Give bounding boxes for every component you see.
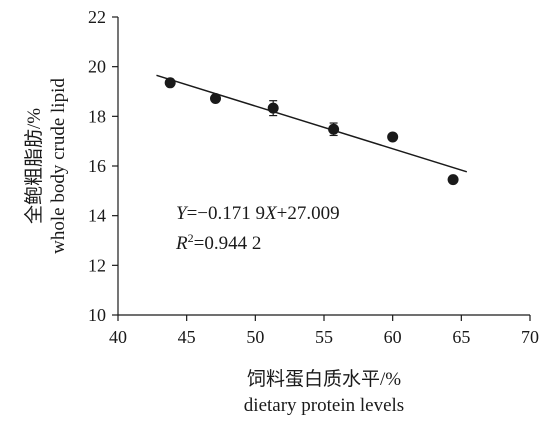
data-point [447, 174, 459, 186]
equation-y-symbol: Y [176, 203, 189, 224]
data-point [210, 92, 222, 104]
r2-value: =0.944 2 [194, 233, 262, 254]
y-tick-label: 22 [88, 7, 106, 27]
equation-x-symbol: X [264, 203, 278, 224]
regression-equation: Y=−0.171 9X+27.009 [176, 203, 340, 224]
y-axis-title-en: whole body crude lipid [48, 78, 69, 254]
data-point [267, 102, 279, 114]
data-point [387, 131, 399, 143]
r-squared: R2=0.944 2 [175, 231, 261, 254]
y-tick-label: 20 [88, 57, 106, 77]
trendline-group [156, 74, 468, 173]
axis-ticks: 40 45 50 55 60 65 70 10 12 14 16 18 20 22 [88, 7, 539, 347]
data-point [328, 123, 340, 135]
equation-tail: +27.009 [277, 203, 340, 224]
y-tick-label: 10 [88, 305, 106, 325]
r2-superscript: 2 [188, 231, 194, 245]
x-tick-label: 55 [315, 327, 333, 347]
equation-middle: =−0.171 9 [187, 203, 265, 224]
x-tick-label: 70 [521, 327, 539, 347]
x-tick-label: 45 [178, 327, 196, 347]
x-tick-label: 60 [384, 327, 402, 347]
x-axis-title: 饲料蛋白质水平/% [247, 368, 401, 390]
x-axis-title-en: dietary protein levels [244, 395, 404, 416]
y-tick-label: 16 [88, 156, 106, 176]
trendline [156, 74, 468, 173]
r2-symbol: R [175, 233, 188, 254]
y-tick-label: 12 [88, 255, 106, 275]
x-tick-label: 50 [246, 327, 264, 347]
x-tick-label: 40 [109, 327, 127, 347]
data-points [164, 77, 459, 186]
data-point [164, 77, 176, 89]
y-tick-label: 14 [88, 206, 106, 226]
axes [117, 17, 530, 316]
y-tick-label: 18 [88, 106, 106, 126]
y-axis-title: 全鲍粗脂肪/% [23, 108, 45, 224]
x-tick-label: 65 [452, 327, 470, 347]
